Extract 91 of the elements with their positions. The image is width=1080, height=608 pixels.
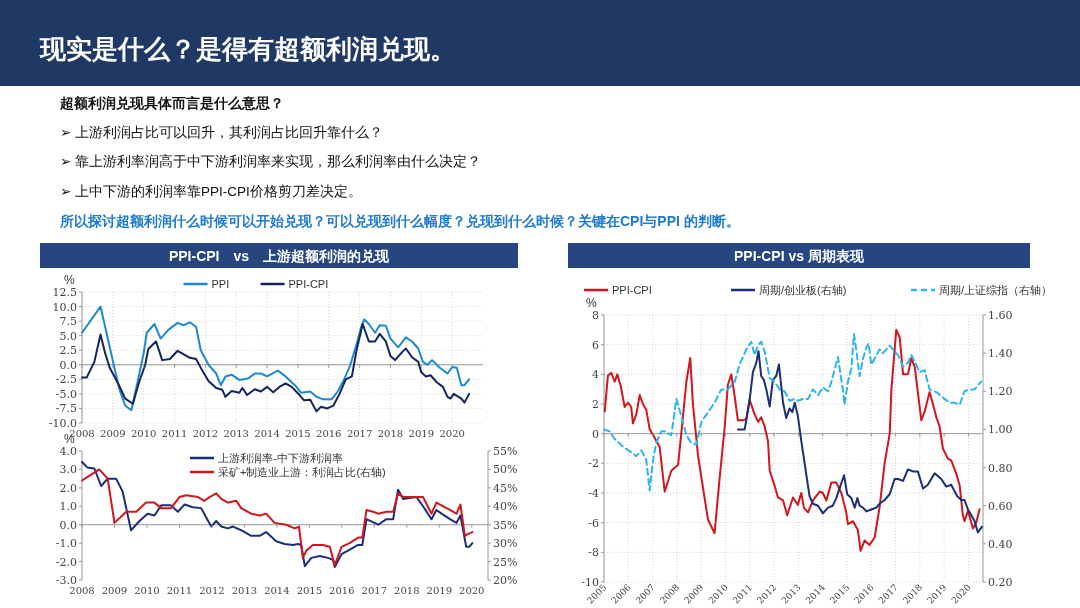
y-tick-label: -7.5 <box>55 402 77 416</box>
x-tick-label: 2013 <box>223 428 249 439</box>
y-tick-label: 2.5 <box>59 344 77 358</box>
y-tick-label: 5.0 <box>59 329 77 343</box>
x-tick-label: 2011 <box>161 428 188 439</box>
y2-tick-label: 30% <box>493 537 518 551</box>
x-tick-label: 2019 <box>426 585 453 596</box>
x-tick-label: 2009 <box>100 428 126 439</box>
y2-tick-label: 40% <box>493 500 518 514</box>
y2-tick-label: 50% <box>493 463 518 477</box>
x-tick-label: 2020 <box>439 428 465 439</box>
legend-label: PPI-CPI <box>288 278 329 290</box>
y-tick-label: 2.0 <box>59 481 77 495</box>
y-tick-label: -5.0 <box>55 387 77 401</box>
y-tick-label: 0.0 <box>59 518 77 532</box>
text: 现实是什么？是得有超额利润兑现。 <box>39 34 456 64</box>
y-tick-label: -8 <box>588 546 599 560</box>
legend-label: 上游利润率-中下游利润率 <box>218 452 343 464</box>
y-tick-label: 4 <box>592 368 599 382</box>
x-tick-label: 2013 <box>231 585 258 596</box>
x-tick-label: 2016 <box>316 428 342 439</box>
y2-tick-label: 35% <box>493 518 518 532</box>
y-tick-label: 0 <box>592 427 599 441</box>
y2-tick-label: 0.80 <box>988 461 1013 475</box>
y-tick-label: 2 <box>592 398 599 411</box>
legend-label: 周期/创业板(右轴) <box>759 284 847 296</box>
x-tick-label: 2010 <box>134 585 160 596</box>
line-series <box>603 328 981 552</box>
x-tick-label: 2012 <box>192 428 219 439</box>
y-tick-label: -2 <box>588 457 599 471</box>
x-tick-label: 2010 <box>130 428 157 439</box>
y2-tick-label: 1.00 <box>988 423 1013 437</box>
y2-tick-label: 45% <box>493 481 518 495</box>
y-tick-label: -10.0 <box>48 417 77 430</box>
y2-tick-label: 1.60 <box>988 309 1013 322</box>
y-tick-label: 8 <box>592 309 599 322</box>
chart-title: PPI-CPI vs 周期表现 <box>734 248 865 264</box>
text: ➢ 靠上游利率润高于中下游利润率来实现，那么利润率由什么决定？ <box>60 154 482 169</box>
y2-tick-label: 0.20 <box>988 576 1013 589</box>
y-tick-label: 4.0 <box>59 445 77 458</box>
x-tick-label: 2014 <box>254 428 280 439</box>
line-series <box>736 350 984 534</box>
text: 所以探讨超额利润什么时候可以开始兑现？可以兑现到什么幅度？兑现到什么时候？关键在CPI与PPI 的判断。 <box>59 213 740 229</box>
y-tick-label: -2.5 <box>55 373 77 387</box>
y2-tick-label: 55% <box>493 445 518 458</box>
y-tick-label: 6 <box>592 338 599 352</box>
y2-tick-label: 1.20 <box>988 385 1013 399</box>
y-tick-label: 7.5 <box>59 315 77 329</box>
y-tick-label: 3.0 <box>59 463 77 477</box>
legend-label: 周期/上证综指（右轴） <box>939 284 1053 296</box>
legend-label: PPI <box>211 278 230 290</box>
x-tick-label: 2012 <box>199 585 225 596</box>
y-tick-label: -10 <box>581 576 599 589</box>
y2-tick-label: 0.40 <box>988 537 1013 551</box>
y-tick-label: 12.5 <box>52 286 77 299</box>
y2-tick-label: 1.40 <box>988 347 1013 361</box>
y-tick-label: -2.0 <box>55 555 77 569</box>
text: ➢ 上游利润占比可以回升，其利润占比回升靠什么？ <box>60 125 384 140</box>
line-series <box>603 333 983 492</box>
x-tick-label: 2018 <box>394 585 420 596</box>
chart-title: PPI-CPI vs 上游超额利润的兑现 <box>168 248 391 264</box>
line-series <box>81 305 471 412</box>
y-tick-label: -3.0 <box>55 574 77 587</box>
y2-tick-label: 20% <box>493 574 518 587</box>
x-tick-label: 2011 <box>166 585 193 596</box>
y-tick-label: -6 <box>588 516 599 530</box>
x-tick-label: 2017 <box>361 585 388 596</box>
y-axis-title: % <box>64 273 75 287</box>
x-tick-label: 2019 <box>408 428 435 439</box>
x-tick-label: 2015 <box>285 428 311 439</box>
y2-tick-label: 0.60 <box>988 499 1013 513</box>
y-tick-label: -1.0 <box>55 537 77 551</box>
text: ➢ 上中下游的利润率靠PPI-CPI价格剪刀差决定。 <box>60 184 362 199</box>
x-tick-label: 2009 <box>101 585 128 596</box>
legend-label: PPI-CPI <box>612 284 652 296</box>
y2-tick-label: 25% <box>493 555 518 569</box>
x-tick-label: 2018 <box>377 428 404 439</box>
y-tick-label: 10.0 <box>52 300 77 314</box>
x-tick-label: 2008 <box>69 585 95 596</box>
y-tick-label: 1.0 <box>59 500 77 514</box>
y-tick-label: -4 <box>588 487 599 500</box>
x-tick-label: 2014 <box>264 585 290 596</box>
x-tick-label: 2015 <box>296 585 323 596</box>
legend-label: 采矿+制造业上游：利润占比(右轴) <box>218 466 386 478</box>
x-tick-label: 2017 <box>346 428 373 439</box>
text: 超额利润兑现具体而言是什么意思？ <box>59 95 284 111</box>
line-series <box>81 323 471 413</box>
y-axis-title: % <box>586 296 597 310</box>
y-tick-label: 0.0 <box>59 358 77 372</box>
x-tick-label: 2016 <box>329 585 355 596</box>
x-tick-label: 2020 <box>459 585 485 596</box>
